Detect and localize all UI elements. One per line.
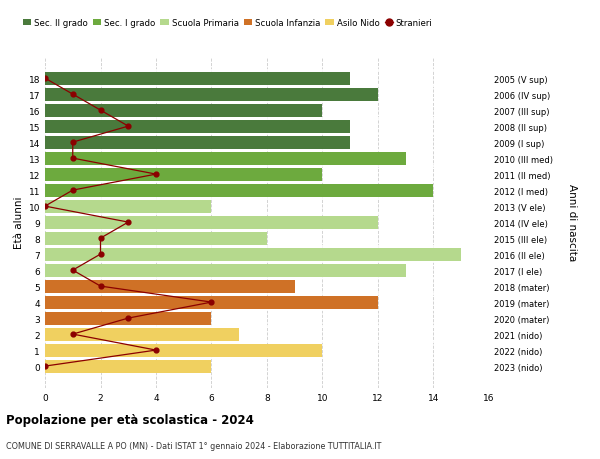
Bar: [45, 232, 267, 245]
Bar: [45, 296, 378, 309]
Point: [96, 283, 106, 290]
Point: [206, 299, 216, 306]
Point: [68, 187, 77, 194]
Bar: [45, 264, 406, 277]
Point: [40, 203, 50, 210]
Point: [40, 75, 50, 83]
Bar: [45, 152, 406, 165]
Text: Popolazione per età scolastica - 2024: Popolazione per età scolastica - 2024: [6, 413, 254, 426]
Bar: [45, 312, 211, 325]
Text: COMUNE DI SERRAVALLE A PO (MN) - Dati ISTAT 1° gennaio 2024 - Elaborazione TUTTI: COMUNE DI SERRAVALLE A PO (MN) - Dati IS…: [6, 441, 382, 450]
Bar: [45, 200, 211, 213]
Bar: [45, 136, 350, 149]
Bar: [45, 360, 211, 373]
Point: [124, 123, 133, 130]
Point: [151, 171, 161, 179]
Bar: [45, 73, 350, 85]
Point: [96, 251, 106, 258]
Point: [68, 267, 77, 274]
Bar: [45, 104, 323, 118]
Y-axis label: Età alunni: Età alunni: [14, 196, 25, 249]
Point: [68, 330, 77, 338]
Point: [96, 235, 106, 242]
Bar: [45, 280, 295, 293]
Y-axis label: Anni di nascita: Anni di nascita: [567, 184, 577, 261]
Point: [68, 91, 77, 99]
Bar: [45, 344, 323, 357]
Bar: [45, 328, 239, 341]
Point: [151, 347, 161, 354]
Point: [96, 107, 106, 115]
Bar: [45, 168, 323, 181]
Legend: Sec. II grado, Sec. I grado, Scuola Primaria, Scuola Infanzia, Asilo Nido, Stran: Sec. II grado, Sec. I grado, Scuola Prim…: [23, 19, 433, 28]
Bar: [45, 248, 461, 261]
Point: [124, 315, 133, 322]
Bar: [45, 184, 433, 197]
Point: [68, 139, 77, 146]
Bar: [45, 120, 350, 134]
Point: [40, 363, 50, 370]
Point: [68, 155, 77, 162]
Bar: [45, 216, 378, 229]
Bar: [45, 89, 378, 101]
Point: [124, 219, 133, 226]
